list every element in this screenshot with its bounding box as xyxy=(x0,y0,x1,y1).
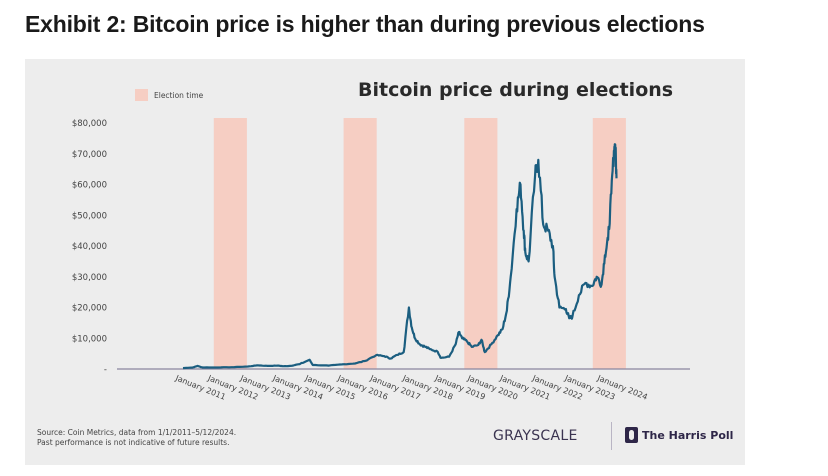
y-tick-label: $70,000 xyxy=(72,150,107,160)
harris-poll-logo: The Harris Poll xyxy=(625,427,733,443)
chart: Election time Bitcoin price during elect… xyxy=(72,79,690,402)
y-tick-label: $40,000 xyxy=(72,242,107,252)
chart-title: Bitcoin price during elections xyxy=(358,79,673,101)
price-line xyxy=(182,143,618,370)
y-tick-label: $60,000 xyxy=(72,181,107,191)
harris-poll-text: The Harris Poll xyxy=(642,428,734,442)
exhibit-title: Exhibit 2: Bitcoin price is higher than … xyxy=(25,11,705,37)
y-tick-label: - xyxy=(104,365,107,375)
election-bands xyxy=(213,118,626,369)
legend-swatch-election xyxy=(135,89,148,101)
disclaimer-line: Past performance is not indicative of fu… xyxy=(37,438,230,447)
election-band xyxy=(592,118,626,369)
y-axis-ticks: - $10,000 $20,000 $30,000 $40,000 $50,000 $60,… xyxy=(72,119,107,375)
election-band xyxy=(464,118,498,369)
y-tick-label: $50,000 xyxy=(72,211,107,221)
y-tick-label: $10,000 xyxy=(72,334,107,344)
election-band xyxy=(213,118,247,369)
logo-divider xyxy=(611,422,612,450)
y-tick-label: $20,000 xyxy=(72,304,107,314)
source-note: Source: Coin Metrics, data from 1/1/2011… xyxy=(37,428,236,448)
y-tick-label: $80,000 xyxy=(72,119,107,129)
chart-panel: Election time Bitcoin price during elect… xyxy=(25,59,745,465)
y-tick-label: $30,000 xyxy=(72,273,107,283)
legend-label-election: Election time xyxy=(154,91,204,100)
election-band xyxy=(343,118,377,369)
harris-poll-mark-icon xyxy=(625,427,638,443)
legend: Election time xyxy=(135,89,204,101)
grayscale-logo: GRAYSCALE xyxy=(493,428,578,444)
source-line: Source: Coin Metrics, data from 1/1/2011… xyxy=(37,428,237,437)
